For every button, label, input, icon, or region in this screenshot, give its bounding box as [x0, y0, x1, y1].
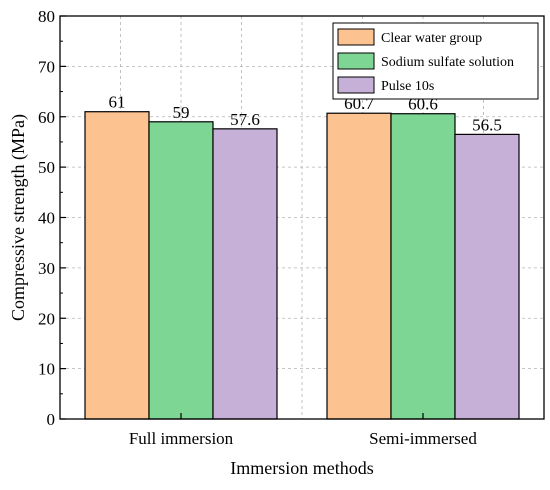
bar-2-series-3 — [454, 133, 520, 420]
bar-1-series-2 — [148, 121, 214, 420]
y-tick-label: 20 — [38, 309, 55, 328]
x-tick-label: Semi-immersed — [369, 429, 477, 448]
y-tick-label: 70 — [38, 57, 55, 76]
data-label: 57.6 — [230, 110, 260, 129]
y-tick-label: 0 — [47, 410, 56, 429]
y-axis: 0 10 20 30 40 50 60 70 80 — [38, 7, 66, 429]
y-tick-label: 30 — [38, 259, 55, 278]
legend-swatch — [337, 52, 375, 70]
bar-1-series-3 — [212, 128, 278, 420]
legend-swatch — [337, 76, 375, 94]
legend: Clear water group Sodium sulfate solution… — [332, 22, 539, 100]
bar-1-series-1 — [84, 111, 150, 420]
y-tick-label: 10 — [38, 360, 55, 379]
legend-label: Sodium sulfate solution — [381, 55, 514, 70]
y-axis-title: Compressive strength (MPa) — [8, 114, 29, 321]
y-tick-label: 40 — [38, 209, 55, 228]
data-label: 61 — [109, 93, 126, 112]
bar-2-series-1 — [326, 112, 392, 420]
legend-swatch — [337, 28, 375, 46]
x-axis: Full immersion Semi-immersed — [129, 413, 477, 448]
legend-label: Pulse 10s — [381, 79, 434, 94]
bar-2-series-2 — [390, 113, 456, 420]
bars — [84, 111, 520, 420]
y-tick-label: 60 — [38, 108, 55, 127]
data-label: 59 — [173, 103, 190, 122]
x-axis-title: Immersion methods — [230, 458, 373, 478]
data-label: 56.5 — [472, 115, 502, 134]
legend-label: Clear water group — [381, 31, 482, 46]
y-tick-label: 50 — [38, 158, 55, 177]
x-tick-label: Full immersion — [129, 429, 234, 448]
y-tick-label: 80 — [38, 7, 55, 26]
